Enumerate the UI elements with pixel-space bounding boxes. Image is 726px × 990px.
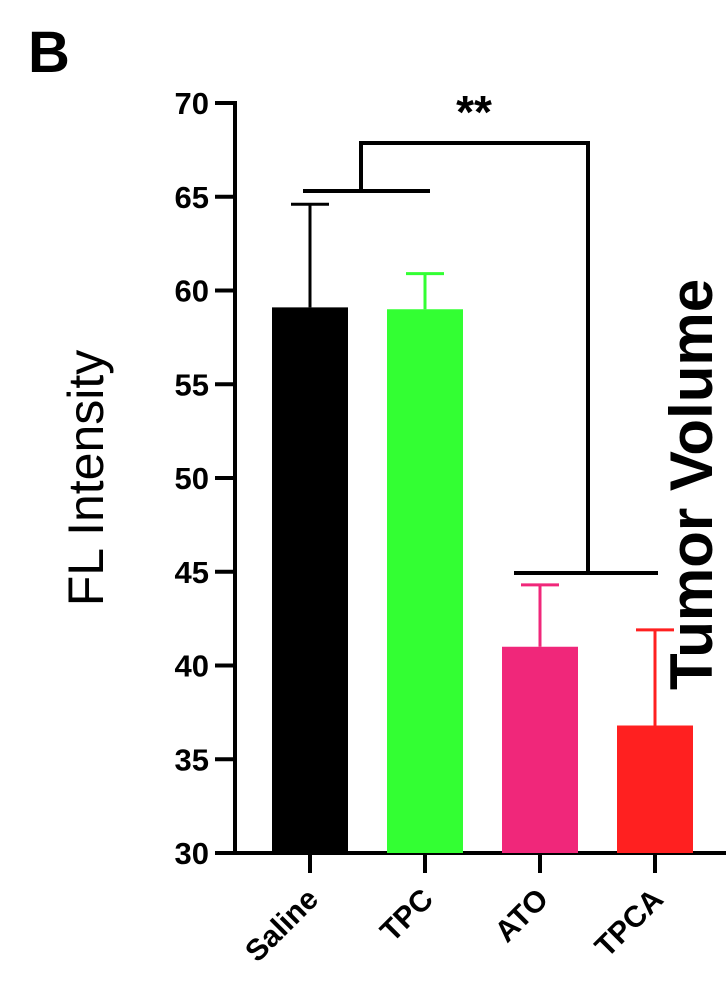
y-tick-label: 65 xyxy=(175,180,209,215)
bar-tpca xyxy=(617,725,693,853)
clipped-neighbor-axis-label: Tumor Volume xyxy=(658,279,725,690)
significance-stars: ** xyxy=(456,86,492,138)
x-tick-label: Saline xyxy=(239,883,325,969)
panel-label: B xyxy=(28,20,70,85)
y-tick-label: 45 xyxy=(175,555,209,590)
bar-ato xyxy=(502,646,578,853)
y-tick-label: 50 xyxy=(175,461,209,496)
x-tick-label: TPCA xyxy=(589,883,670,964)
y-tick-label: 55 xyxy=(175,367,209,402)
bars xyxy=(272,307,693,853)
y-tick-label: 40 xyxy=(175,649,209,684)
bracket-connector xyxy=(359,141,590,573)
y-tick-label: 70 xyxy=(175,86,209,121)
y-tick-label: 30 xyxy=(175,836,209,871)
error-bars xyxy=(291,202,674,726)
x-tick-label: TPC xyxy=(374,883,440,949)
bar-tpc xyxy=(387,309,463,853)
y-tick-label: 35 xyxy=(175,742,209,777)
significance-annotation: ** xyxy=(303,86,658,575)
bar-saline xyxy=(272,307,348,853)
x-ticks: Saline TPC ATO TPCA xyxy=(239,853,670,968)
tumor-volume-label: Tumor Volume xyxy=(658,279,725,690)
y-tick-label: 60 xyxy=(175,274,209,309)
x-tick-label: ATO xyxy=(489,883,555,949)
y-axis-label: FL Intensity xyxy=(58,350,114,607)
y-ticks: 30 35 40 45 50 55 60 65 70 xyxy=(175,86,235,871)
